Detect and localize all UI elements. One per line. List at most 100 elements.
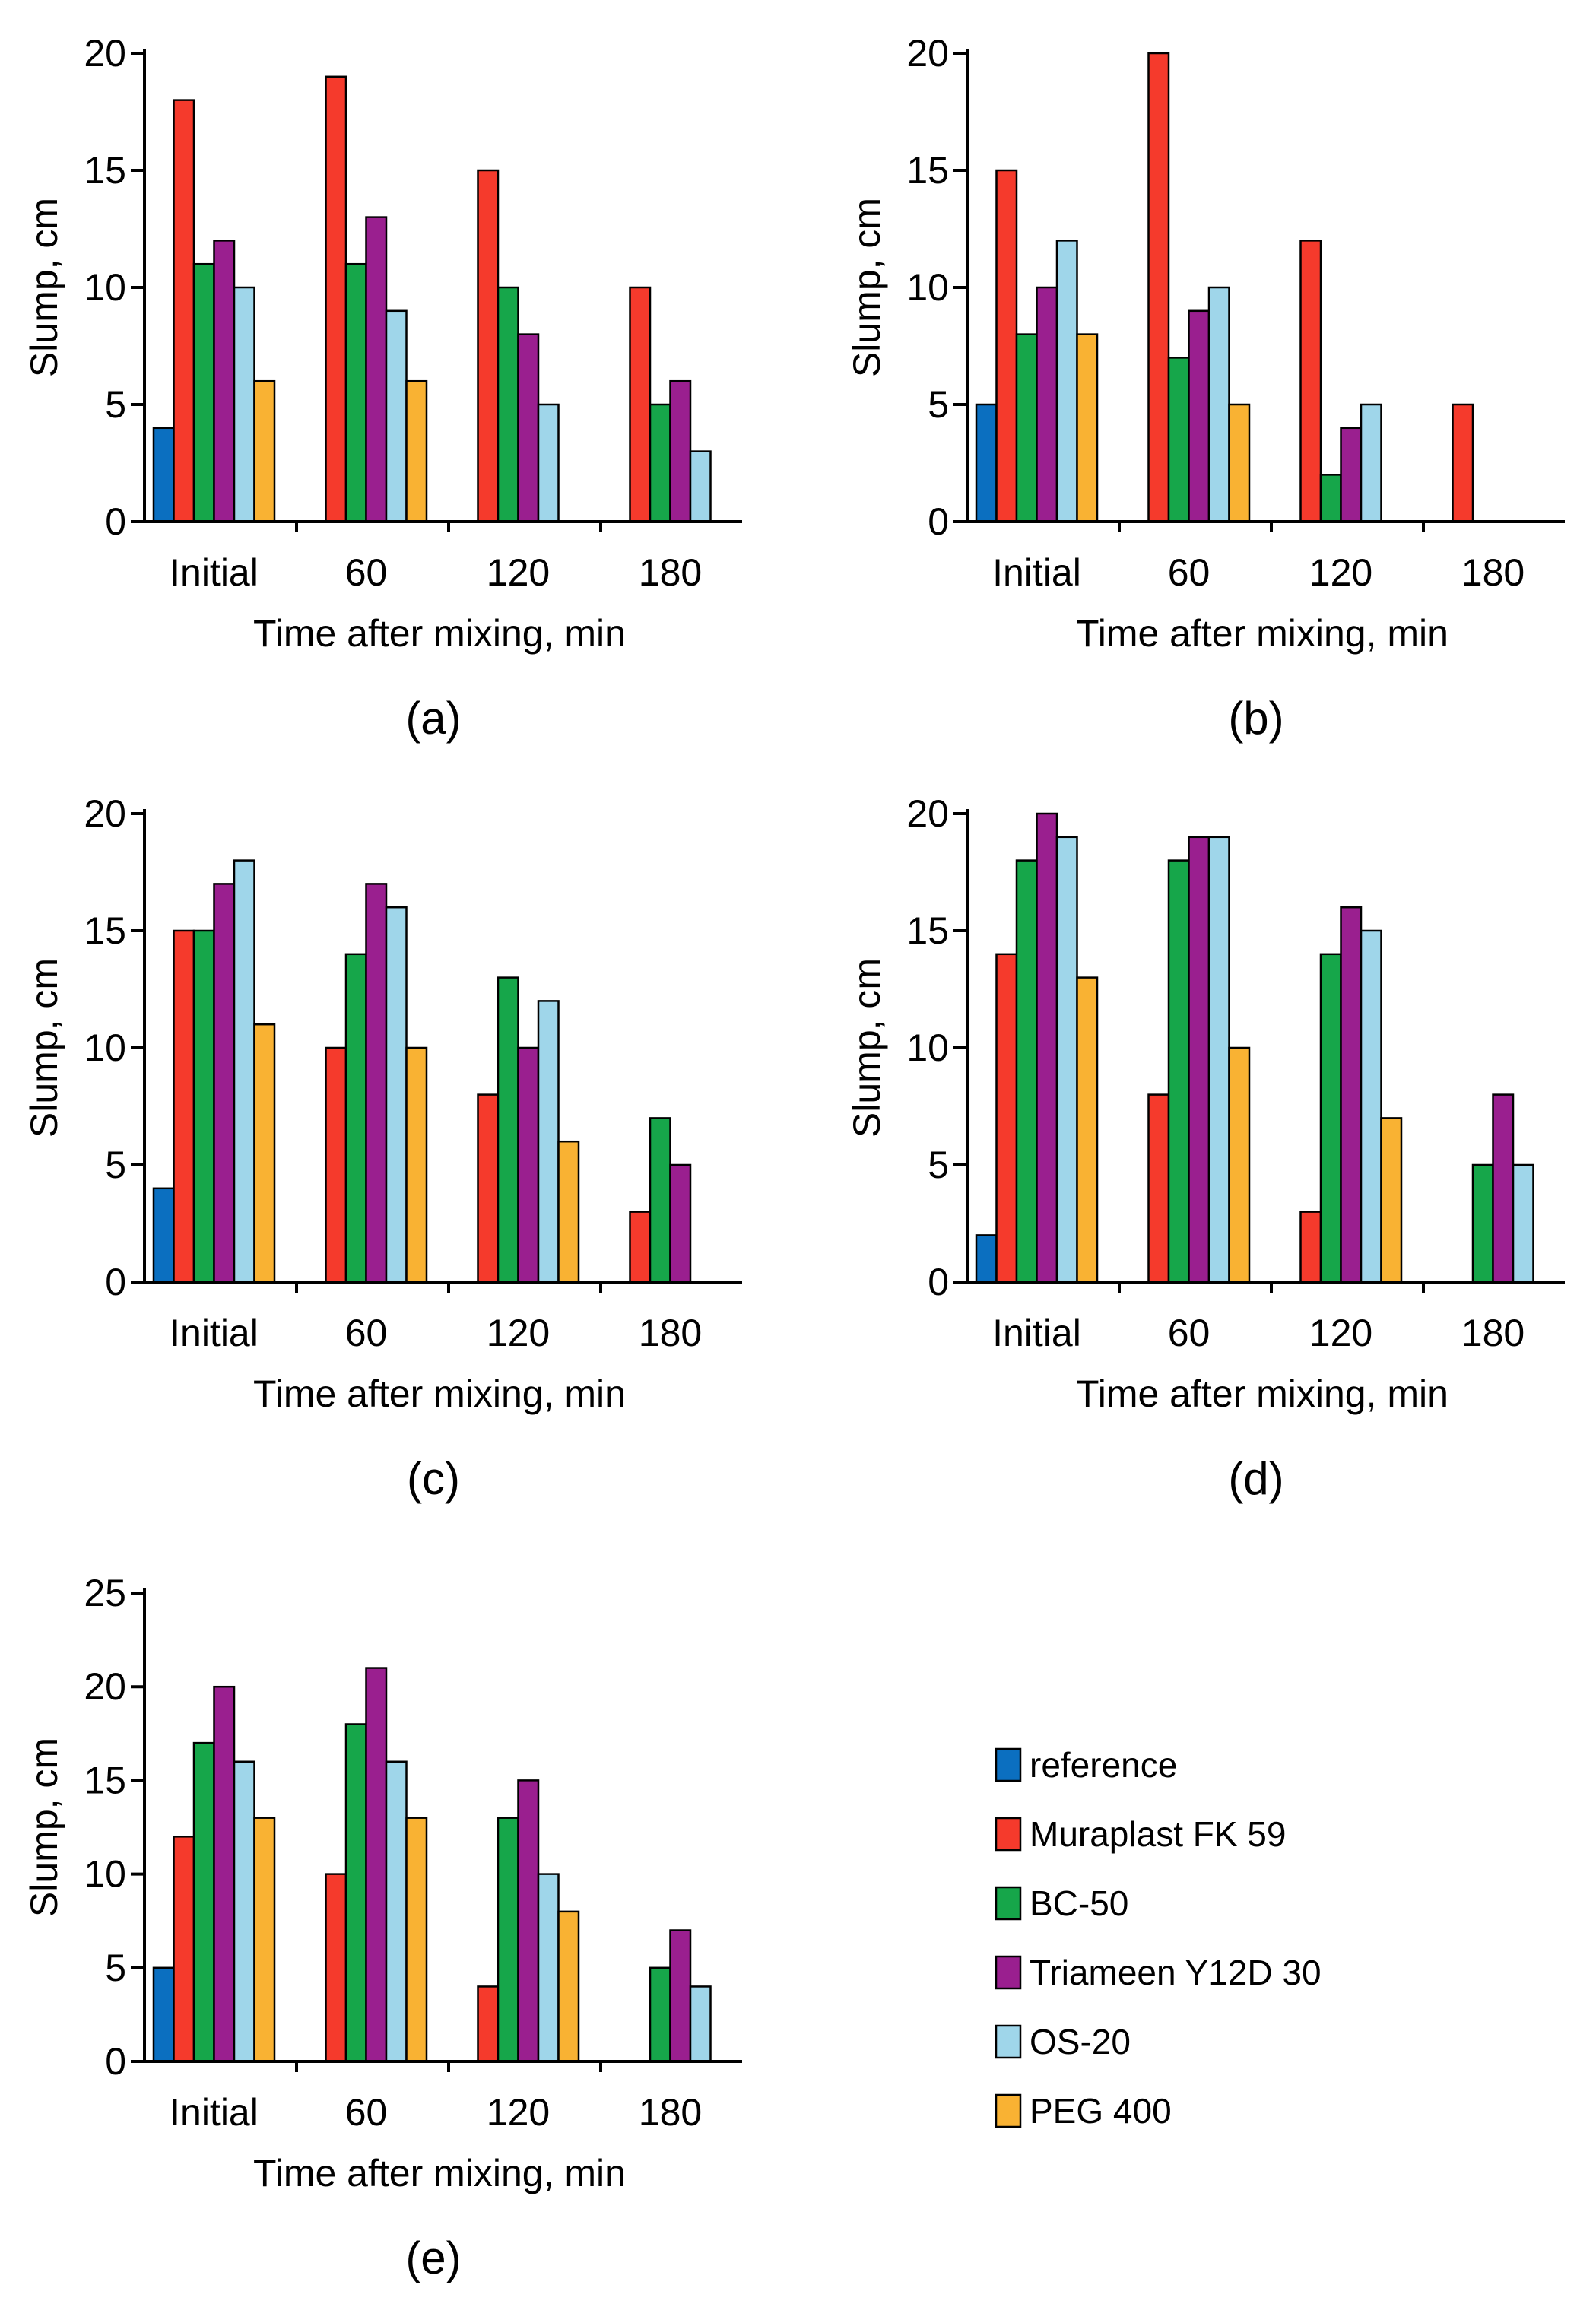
bar-b-120-os-20 (1360, 403, 1382, 523)
legend-swatch-os-20 (995, 2024, 1022, 2059)
y-tick-label-c-0: 0 (105, 1261, 126, 1303)
bar-e-initial-reference (152, 1966, 175, 2063)
legend-svg: reference Muraplast FK 59 BC-50 Triameen Y1… (995, 1745, 1322, 2131)
y-axis-title-b: Slump, cm (846, 198, 888, 377)
y-tick-label-b-10: 10 (906, 266, 949, 309)
legend-swatch-muraplast-fk-59 (995, 1817, 1022, 1852)
bar-c-initial-reference (152, 1187, 175, 1284)
bar-d-initial-peg-400 (1076, 976, 1099, 1284)
x-tick-label-d-60: 60 (1168, 1312, 1210, 1354)
bar-a-initial-muraplast-fk-59 (173, 99, 195, 523)
bar-b-60-os-20 (1207, 286, 1230, 523)
bar-a-120-triameen-y12d-30 (517, 333, 540, 523)
bar-c-60-os-20 (385, 906, 408, 1284)
x-tick-label-b-180: 180 (1461, 551, 1525, 594)
bar-c-60-bc-50 (344, 953, 367, 1284)
bar-e-initial-bc-50 (192, 1741, 215, 2063)
panel-label-e: (e) (405, 2233, 461, 2283)
bar-b-initial-muraplast-fk-59 (995, 169, 1018, 523)
bar-c-initial-peg-400 (253, 1023, 276, 1284)
y-tick-label-e-0: 0 (105, 2040, 126, 2083)
bar-b-60-muraplast-fk-59 (1147, 52, 1170, 523)
bar-b-60-triameen-y12d-30 (1188, 309, 1210, 523)
y-tick-label-d-5: 5 (928, 1144, 949, 1186)
x-tick-label-c-120: 120 (487, 1312, 550, 1354)
y-tick-label-b-20: 20 (906, 32, 949, 75)
legend-swatch-bc-50 (995, 1886, 1022, 1921)
x-tick-label-b-60: 60 (1168, 551, 1210, 594)
x-axis-title-a: Time after mixing, min (253, 612, 626, 655)
legend-label-peg-400: PEG 400 (1030, 2091, 1172, 2131)
y-tick-label-e-5: 5 (105, 1947, 126, 1989)
chart-svg-d: 0 5 10 15 20 Initial 60 120 180 Time after mixing… (846, 792, 1565, 1504)
panel-label-a: (a) (405, 693, 461, 744)
legend-label-triameen-y12d-30: Triameen Y12D 30 (1030, 1953, 1322, 1992)
bar-d-120-muraplast-fk-59 (1299, 1211, 1322, 1284)
bar-c-initial-muraplast-fk-59 (173, 929, 195, 1284)
x-tick-label-b-120: 120 (1309, 551, 1372, 594)
bar-c-180-bc-50 (649, 1117, 671, 1284)
bar-b-initial-triameen-y12d-30 (1036, 286, 1058, 523)
bar-a-60-bc-50 (344, 262, 367, 523)
x-axis-title-e: Time after mixing, min (253, 2152, 626, 2194)
panel-label-b: (b) (1228, 693, 1283, 744)
bar-d-180-triameen-y12d-30 (1492, 1093, 1515, 1284)
bar-e-120-peg-400 (557, 1910, 580, 2063)
bar-b-initial-peg-400 (1076, 333, 1099, 523)
bar-e-180-os-20 (689, 1985, 712, 2063)
bar-e-60-bc-50 (344, 1723, 367, 2063)
bar-d-180-os-20 (1512, 1163, 1534, 1284)
x-tick-label-e-60: 60 (345, 2091, 388, 2134)
y-tick-label-a-20: 20 (84, 32, 126, 75)
y-tick-label-e-15: 15 (84, 1759, 126, 1801)
chart-panel-b: 0 5 10 15 20 Initial 60 120 180 Time after mixing… (823, 0, 1583, 744)
bar-c-180-triameen-y12d-30 (669, 1163, 692, 1284)
y-tick-label-d-10: 10 (906, 1027, 949, 1069)
bar-d-initial-os-20 (1055, 836, 1078, 1284)
y-tick-label-e-20: 20 (84, 1665, 126, 1708)
bar-b-60-bc-50 (1167, 357, 1190, 523)
bar-d-60-os-20 (1207, 836, 1230, 1284)
bar-d-120-os-20 (1360, 929, 1382, 1284)
bar-c-60-triameen-y12d-30 (365, 883, 388, 1284)
legend-swatch-reference (995, 1747, 1022, 1782)
bar-e-60-triameen-y12d-30 (365, 1667, 388, 2063)
x-tick-label-e-initial: Initial (170, 2091, 259, 2134)
bar-c-180-muraplast-fk-59 (629, 1211, 652, 1284)
bar-e-initial-triameen-y12d-30 (213, 1685, 236, 2063)
bar-b-120-muraplast-fk-59 (1299, 240, 1322, 523)
bar-d-180-bc-50 (1471, 1163, 1494, 1284)
y-tick-label-a-15: 15 (84, 149, 126, 192)
bar-a-initial-bc-50 (192, 262, 215, 523)
bar-a-initial-peg-400 (253, 379, 276, 523)
bar-e-120-bc-50 (497, 1817, 519, 2063)
bar-a-180-triameen-y12d-30 (669, 379, 692, 523)
bar-e-initial-muraplast-fk-59 (173, 1836, 195, 2063)
y-axis-title-a: Slump, cm (23, 198, 65, 377)
bar-a-180-muraplast-fk-59 (629, 286, 652, 523)
y-tick-label-d-20: 20 (906, 792, 949, 835)
bar-d-120-triameen-y12d-30 (1340, 906, 1363, 1284)
bar-d-120-bc-50 (1319, 953, 1342, 1284)
bar-a-60-os-20 (385, 309, 408, 523)
bar-c-60-peg-400 (405, 1046, 428, 1284)
y-axis-title-d: Slump, cm (846, 958, 888, 1138)
y-tick-label-b-5: 5 (928, 383, 949, 426)
x-tick-label-e-120: 120 (487, 2091, 550, 2134)
bar-d-60-triameen-y12d-30 (1188, 836, 1210, 1284)
y-tick-label-b-15: 15 (906, 149, 949, 192)
legend-label-bc-50: BC-50 (1030, 1883, 1128, 1923)
panel-label-c: (c) (407, 1453, 460, 1504)
bar-c-60-muraplast-fk-59 (325, 1046, 347, 1284)
chart-svg-a: 0 5 10 15 20 Initial 60 120 180 Time after mixing… (23, 32, 742, 744)
bar-c-120-triameen-y12d-30 (517, 1046, 540, 1284)
bar-b-180-muraplast-fk-59 (1452, 403, 1474, 523)
y-tick-label-c-10: 10 (84, 1027, 126, 1069)
bar-b-initial-os-20 (1055, 240, 1078, 523)
x-tick-label-d-initial: Initial (992, 1312, 1081, 1354)
chart-panel-c: 0 5 10 15 20 Initial 60 120 180 Time after mixing… (0, 760, 760, 1504)
y-tick-label-e-25: 25 (84, 1572, 126, 1614)
bar-a-initial-triameen-y12d-30 (213, 240, 236, 523)
y-tick-label-c-15: 15 (84, 909, 126, 952)
chart-svg-e: 0 5 10 15 20 25 Initial 60 120 180 Time after mixi… (23, 1572, 742, 2283)
